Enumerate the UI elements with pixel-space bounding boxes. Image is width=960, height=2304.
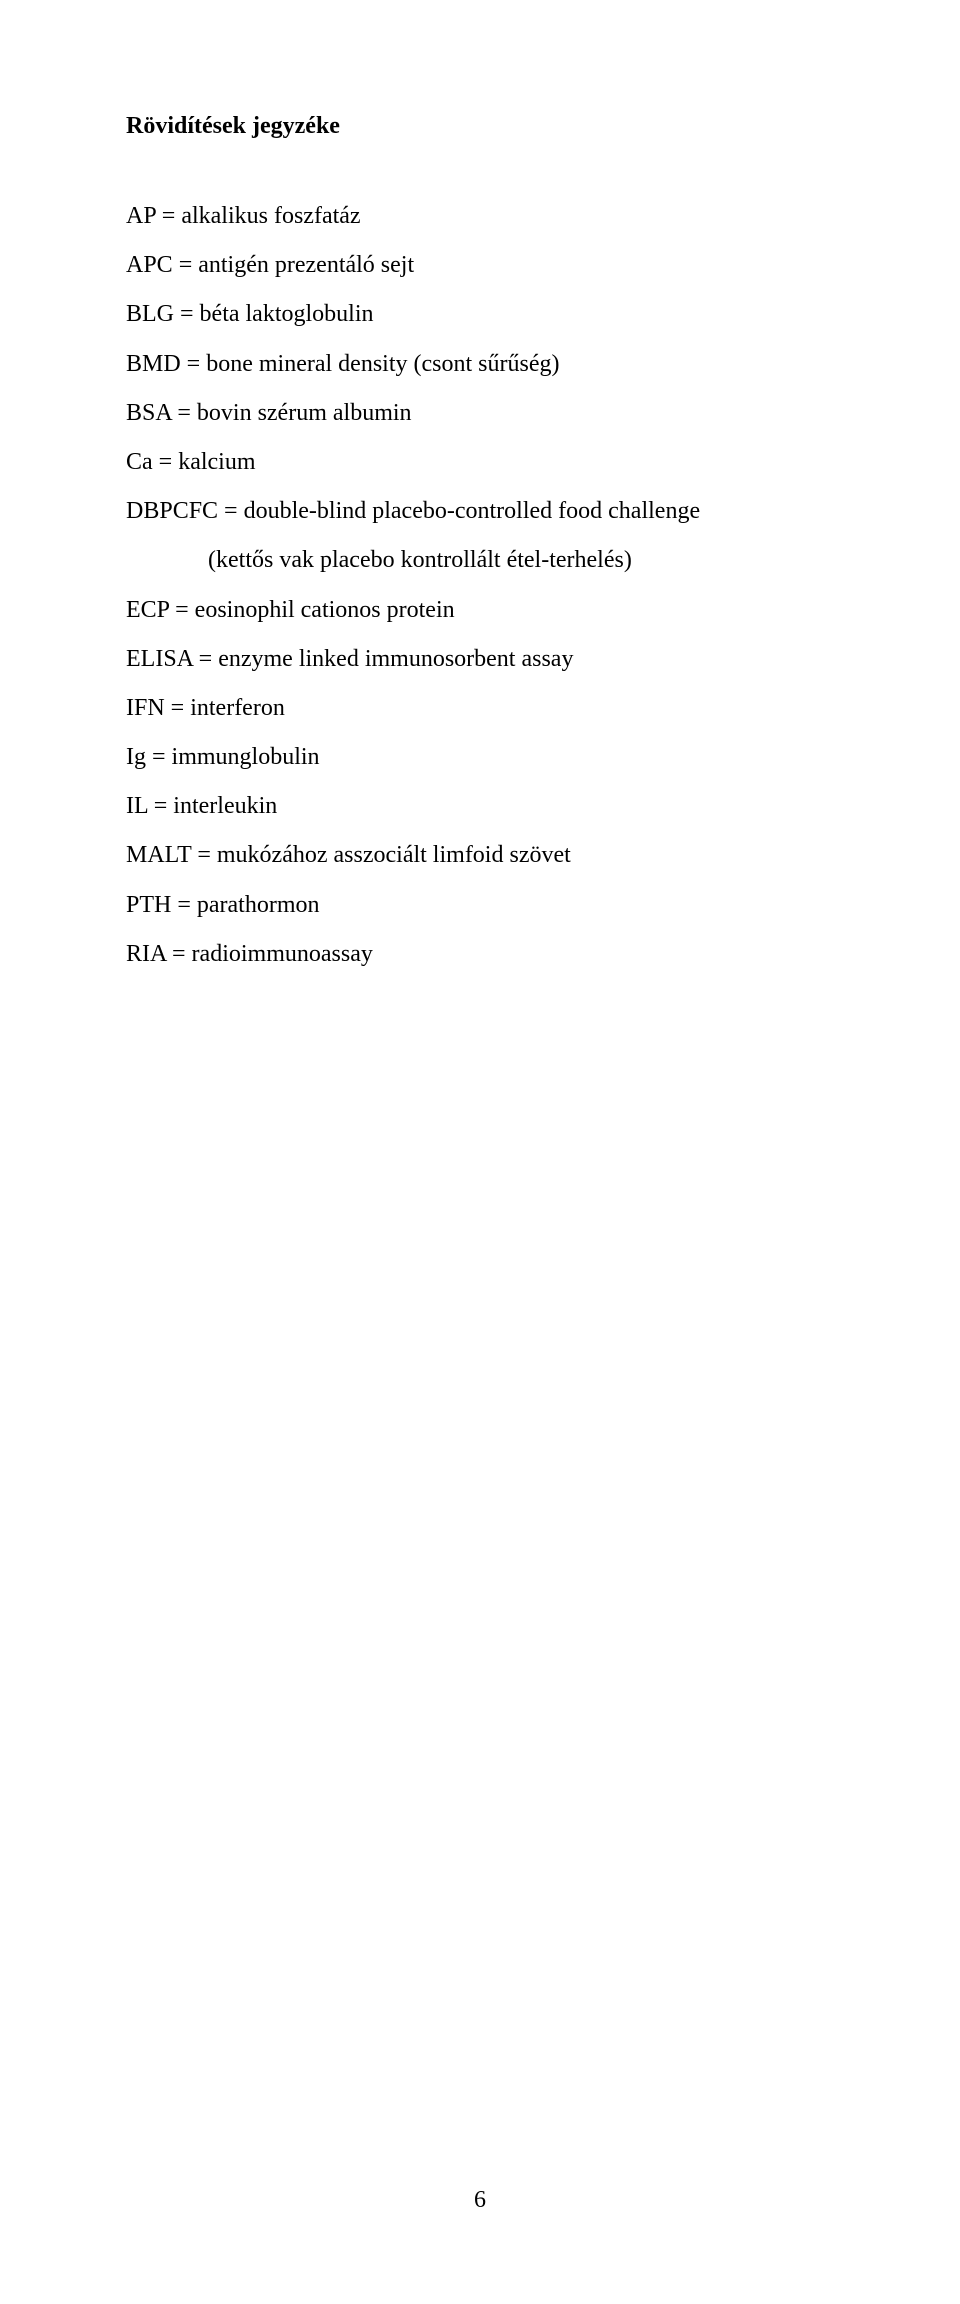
abbrev-line: MALT = mukózához asszociált limfoid szöv… — [126, 831, 834, 880]
abbrev-line: IFN = interferon — [126, 684, 834, 733]
abbrev-line: Ca = kalcium — [126, 438, 834, 487]
abbrev-line: ELISA = enzyme linked immunosorbent assa… — [126, 635, 834, 684]
abbrev-line: DBPCFC = double-blind placebo-controlled… — [126, 487, 834, 536]
abbrev-line: APC = antigén prezentáló sejt — [126, 241, 834, 290]
abbrev-line: RIA = radioimmunoassay — [126, 930, 834, 979]
document-page: Rövidítések jegyzéke AP = alkalikus fosz… — [0, 0, 960, 2304]
abbrev-line: PTH = parathormon — [126, 881, 834, 930]
page-number: 6 — [0, 2187, 960, 2214]
abbrev-continuation: (kettős vak placebo kontrollált étel-ter… — [126, 536, 834, 585]
abbrev-line: BSA = bovin szérum albumin — [126, 389, 834, 438]
page-title: Rövidítések jegyzéke — [126, 108, 834, 144]
abbrev-line: Ig = immunglobulin — [126, 733, 834, 782]
abbrev-line: AP = alkalikus foszfatáz — [126, 192, 834, 241]
abbrev-line: ECP = eosinophil cationos protein — [126, 586, 834, 635]
abbrev-line: BLG = béta laktoglobulin — [126, 290, 834, 339]
abbrev-line: BMD = bone mineral density (csont sűrűsé… — [126, 340, 834, 389]
abbrev-line: IL = interleukin — [126, 782, 834, 831]
